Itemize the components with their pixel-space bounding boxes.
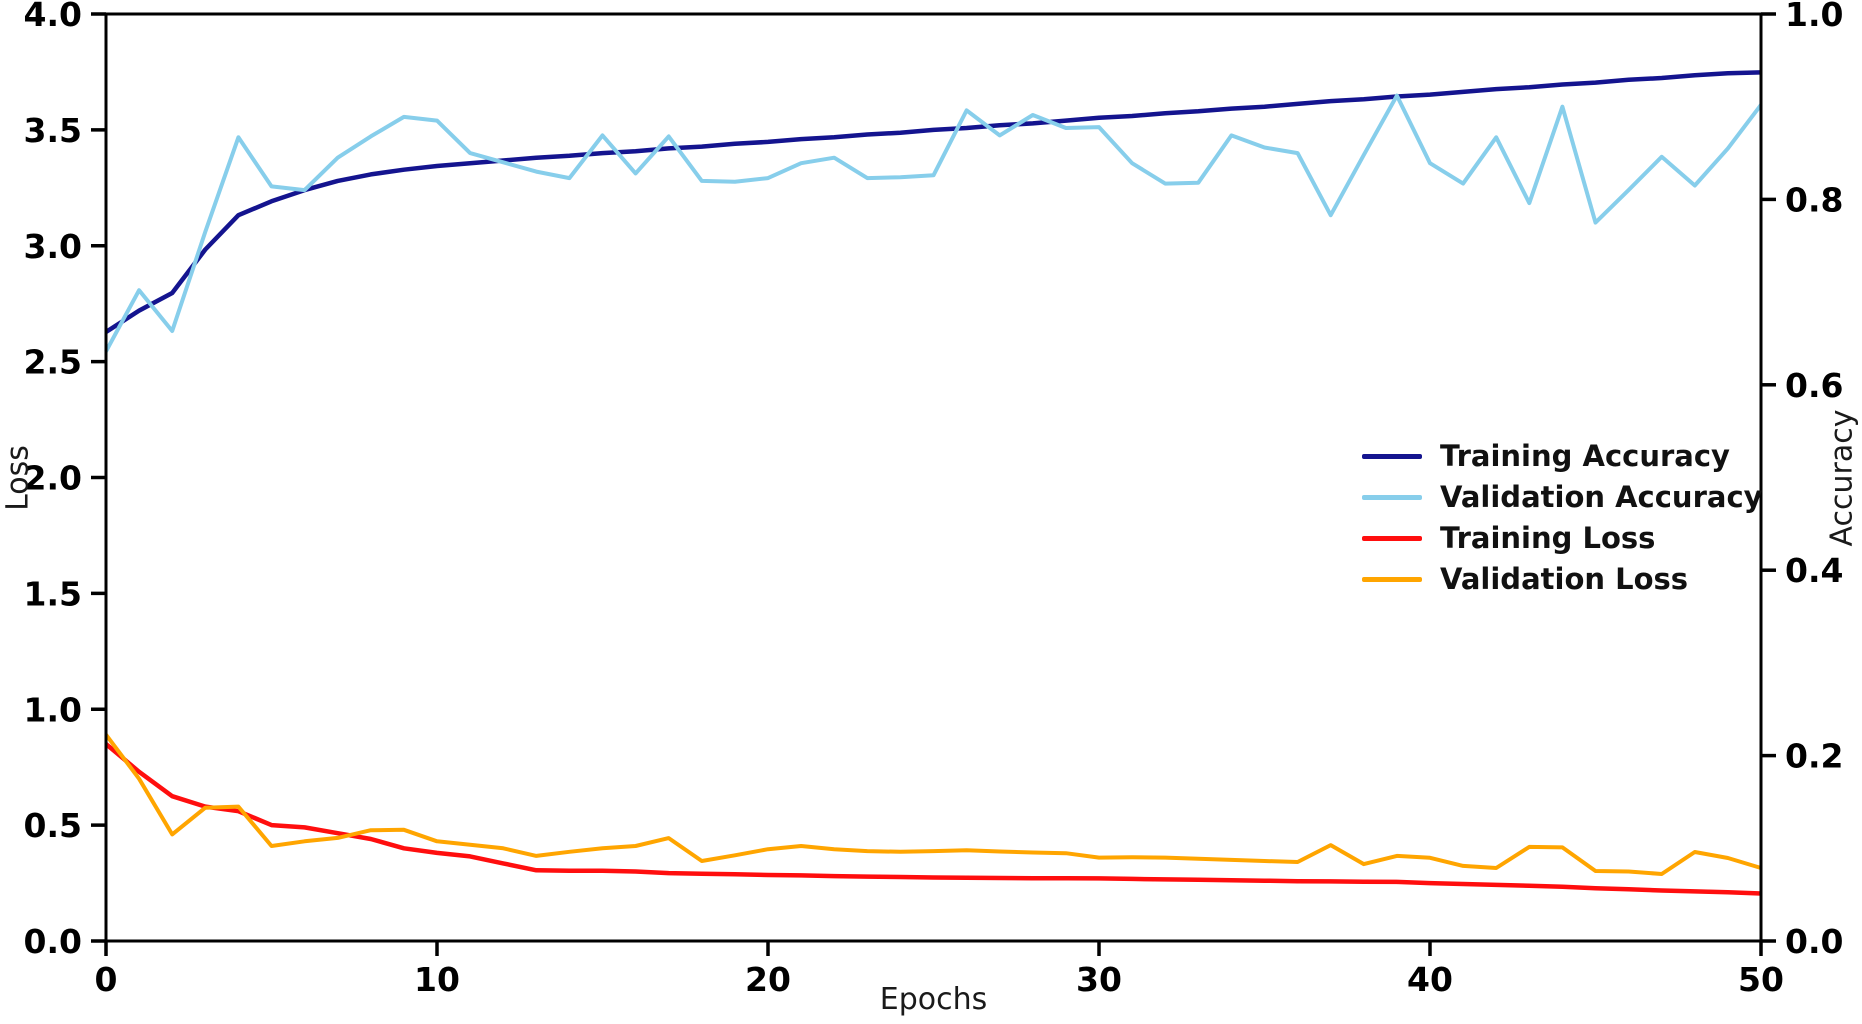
plot-border xyxy=(104,12,1763,943)
right-tick-label: 0.2 xyxy=(1785,737,1843,776)
y-axis-label-loss: Loss xyxy=(0,445,36,511)
left-tick-label: 1.0 xyxy=(24,690,82,729)
right-tick-label: 0.4 xyxy=(1785,551,1843,590)
left-tick-label: 2.0 xyxy=(24,459,82,498)
left-tick-label: 0.0 xyxy=(24,922,82,961)
y-axis-label-accuracy: Accuracy xyxy=(1824,409,1860,547)
x-axis-label-wrap: Epochs xyxy=(106,982,1761,1017)
left-tick-label: 3.5 xyxy=(24,111,82,150)
training-loss-line xyxy=(104,742,1762,896)
left-tick-label: 2.5 xyxy=(24,343,82,382)
x-tick-label: 30 xyxy=(1076,960,1122,999)
x-tick-label: 10 xyxy=(414,960,460,999)
legend-item-training-loss: Training Loss xyxy=(1362,518,1763,559)
training-accuracy-swatch-icon xyxy=(1362,454,1422,459)
legend-label-training-loss: Training Loss xyxy=(1440,521,1656,555)
legend-label-validation-loss: Validation Loss xyxy=(1440,562,1689,596)
legend-label-training-accuracy: Training Accuracy xyxy=(1440,439,1730,473)
training-loss-swatch-icon xyxy=(1362,536,1422,541)
validation-loss-line xyxy=(104,733,1762,876)
x-tick-label: 40 xyxy=(1407,960,1453,999)
left-tick-label: 0.5 xyxy=(24,806,82,845)
x-tick-label: 20 xyxy=(745,960,791,999)
right-tick-label: 1.0 xyxy=(1785,0,1843,34)
legend-item-validation-accuracy: Validation Accuracy xyxy=(1362,477,1763,518)
validation-loss-swatch-icon xyxy=(1362,577,1422,582)
right-tick-label: 0.0 xyxy=(1785,922,1843,961)
legend-label-validation-accuracy: Validation Accuracy xyxy=(1440,480,1763,514)
left-tick-label: 4.0 xyxy=(24,0,82,34)
x-axis-label-epochs: Epochs xyxy=(879,982,988,1017)
right-tick-label: 0.6 xyxy=(1785,366,1843,405)
left-tick-label: 1.5 xyxy=(24,574,82,613)
legend: Training Accuracy Validation Accuracy Tr… xyxy=(1362,436,1763,600)
training-accuracy-line xyxy=(104,70,1762,334)
legend-item-validation-loss: Validation Loss xyxy=(1362,559,1763,600)
validation-accuracy-swatch-icon xyxy=(1362,495,1422,500)
validation-accuracy-line xyxy=(104,93,1763,353)
x-tick-label: 50 xyxy=(1738,960,1784,999)
legend-item-training-accuracy: Training Accuracy xyxy=(1362,436,1763,477)
right-tick-label: 0.8 xyxy=(1785,180,1843,219)
left-tick-label: 3.0 xyxy=(24,227,82,266)
x-tick-label: 0 xyxy=(95,960,118,999)
